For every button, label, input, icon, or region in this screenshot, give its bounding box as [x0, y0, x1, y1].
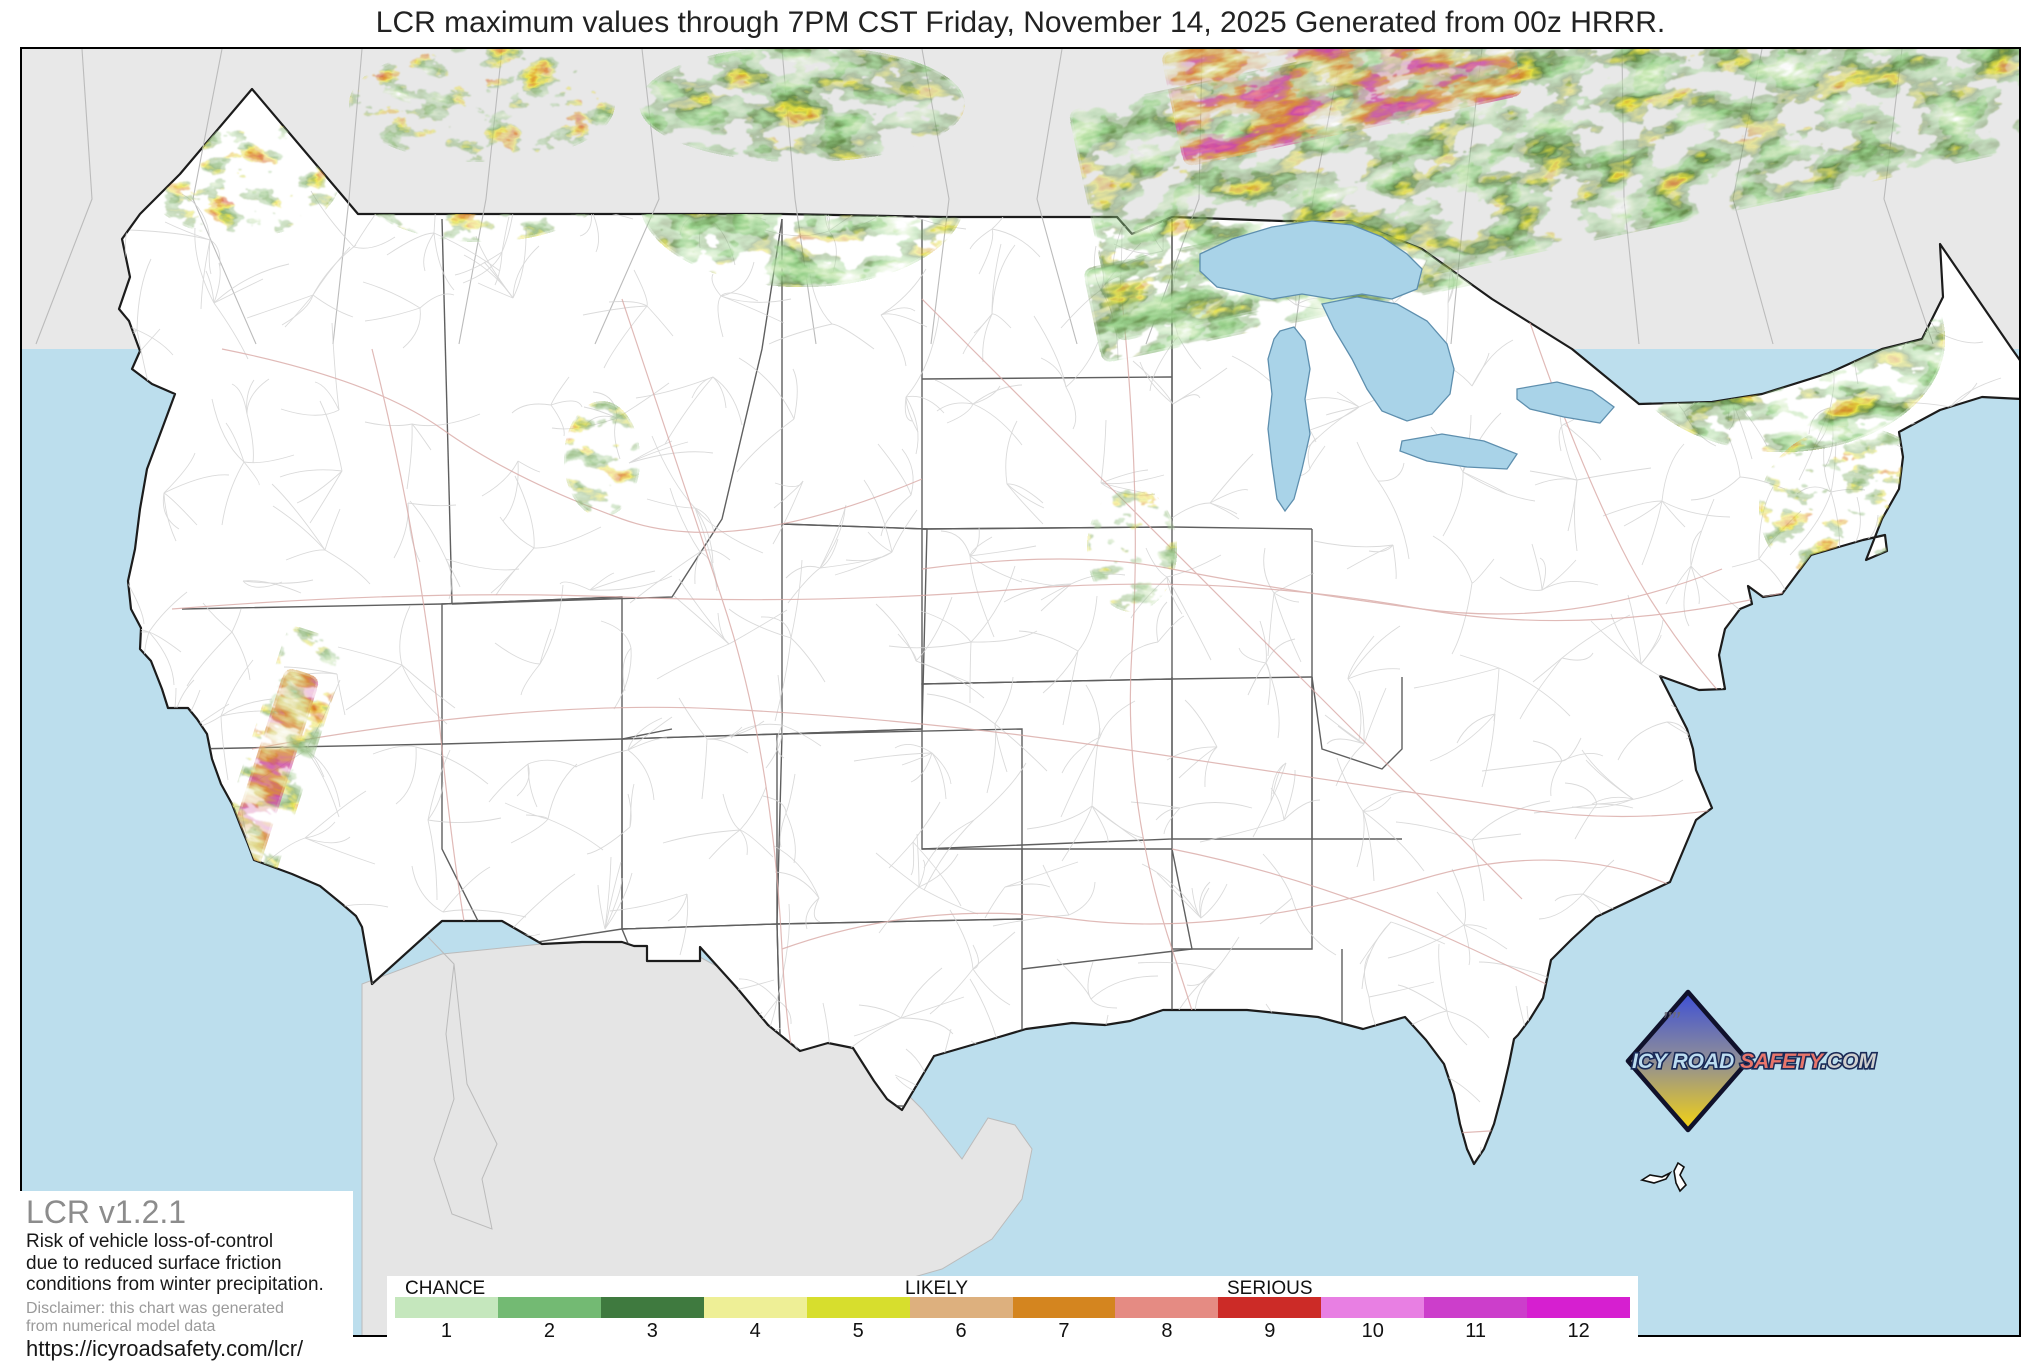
svg-text:ICY ROAD SAFETY.COM: ICY ROAD SAFETY.COM	[1632, 1050, 1876, 1073]
svg-text:””: ””	[1662, 1006, 1681, 1036]
